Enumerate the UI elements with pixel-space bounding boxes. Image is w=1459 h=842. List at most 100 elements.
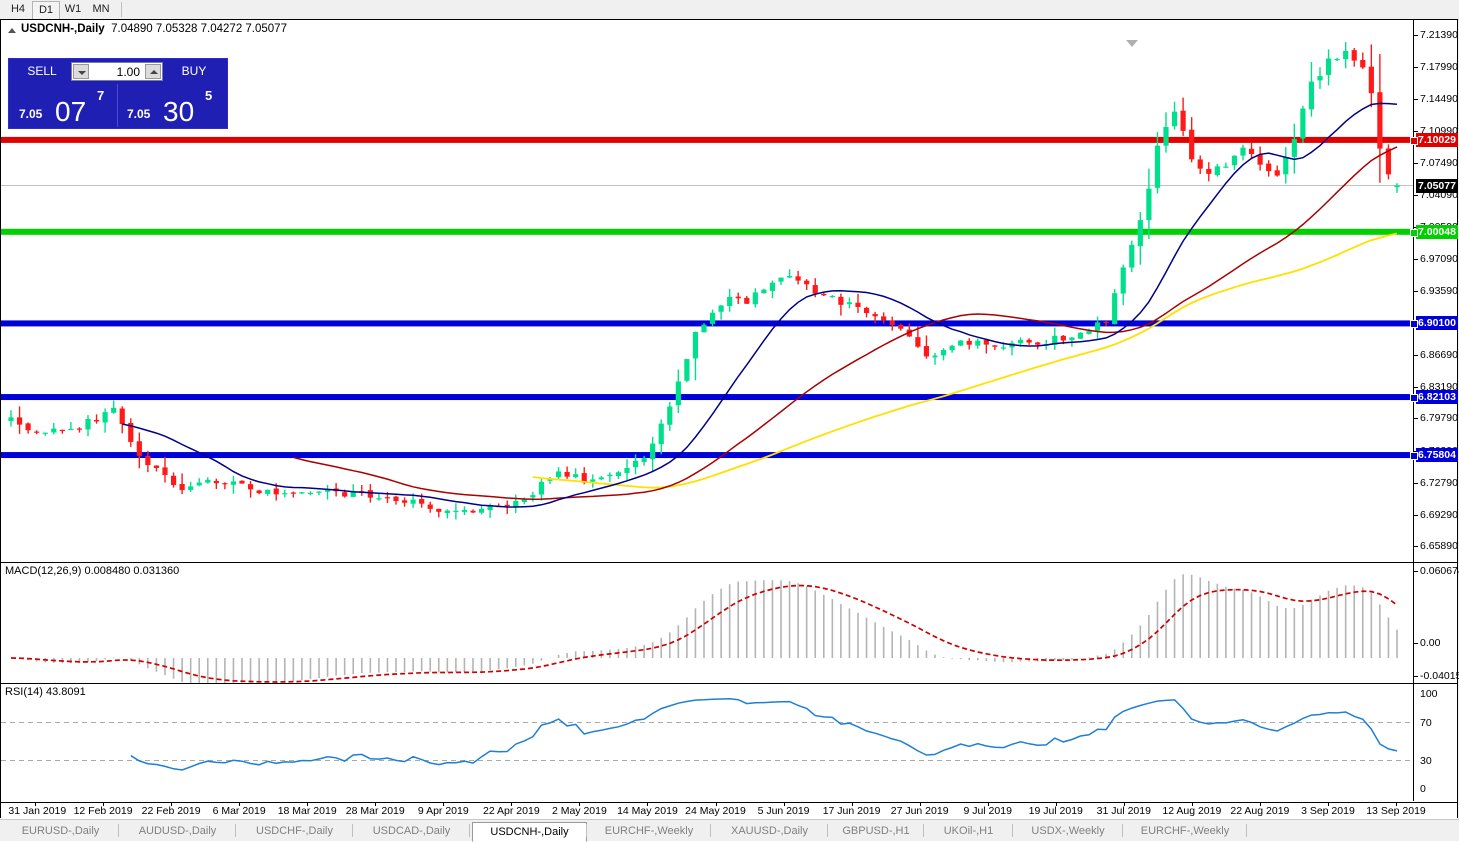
tab-separator bbox=[923, 824, 924, 837]
buy-button[interactable]: BUY bbox=[181, 64, 207, 78]
date-tick bbox=[375, 803, 377, 806]
volume-increase-button[interactable] bbox=[145, 64, 161, 79]
level-drag-handle[interactable] bbox=[1410, 228, 1418, 237]
pane-divider-rsi bbox=[1, 683, 1457, 684]
price-axis-label: 7.21390 bbox=[1420, 29, 1458, 42]
symbol-tab-usdcaddaily[interactable]: USDCAD-,Daily bbox=[372, 825, 451, 837]
price-level-tag[interactable]: 7.10029 bbox=[1416, 132, 1458, 147]
level-drag-handle[interactable] bbox=[1410, 320, 1418, 329]
symbol-tab-usdchfdaily[interactable]: USDCHF-,Daily bbox=[256, 825, 333, 837]
date-tick bbox=[987, 803, 989, 806]
price-pane[interactable] bbox=[1, 20, 1457, 562]
price-tick bbox=[1414, 163, 1418, 165]
symbol-tab-eurchfweekly[interactable]: EURCHF-,Weekly bbox=[604, 825, 694, 837]
symbol-tab-gbpusdh1[interactable]: GBPUSD-,H1 bbox=[842, 825, 910, 837]
macd-axis-label: -0.040152 bbox=[1420, 670, 1459, 682]
chevron-down-icon bbox=[78, 71, 86, 75]
macd-tick bbox=[1414, 643, 1418, 644]
price-tick bbox=[1414, 291, 1418, 293]
date-tick bbox=[35, 803, 36, 806]
tab-separator bbox=[1246, 824, 1247, 837]
macd-axis-label: 0.00 bbox=[1420, 637, 1441, 649]
date-tick bbox=[851, 803, 853, 806]
price-axis-label: 6.79790 bbox=[1420, 412, 1458, 425]
symbol-tab-eurusddaily[interactable]: EURUSD-,Daily bbox=[21, 825, 100, 837]
rsi-title: RSI(14) 43.8091 bbox=[5, 686, 86, 698]
date-axis-label: 31 Jul 2019 bbox=[1096, 805, 1151, 817]
price-axis-label: 7.17990 bbox=[1420, 60, 1458, 73]
buy-price-display[interactable]: 7.05 30 5 bbox=[121, 84, 225, 127]
date-axis-label: 31 Jan 2019 bbox=[8, 805, 67, 817]
symbol-tab-ukoilh1[interactable]: UKOil-,H1 bbox=[943, 825, 994, 837]
macd-pane[interactable]: MACD(12,26,9) 0.008480 0.031360 bbox=[1, 563, 1457, 683]
timeframe-mn[interactable]: MN bbox=[92, 3, 110, 15]
tab-separator bbox=[1122, 824, 1123, 837]
price-level-tag[interactable]: 7.00048 bbox=[1416, 224, 1458, 239]
price-level-tag[interactable]: 6.75804 bbox=[1416, 448, 1458, 463]
macd-svg bbox=[10, 574, 1398, 683]
level-drag-handle[interactable] bbox=[1410, 452, 1418, 461]
date-axis-label: 9 Jul 2019 bbox=[963, 805, 1012, 817]
tab-separator bbox=[352, 824, 353, 837]
date-axis-label: 9 Apr 2019 bbox=[417, 805, 469, 817]
sell-price-display[interactable]: 7.05 07 7 bbox=[11, 84, 118, 127]
price-tick bbox=[1414, 387, 1418, 389]
tab-separator bbox=[827, 824, 828, 837]
macd-axis-label: 0.060674 bbox=[1420, 565, 1459, 577]
macd-plot bbox=[1, 563, 1413, 683]
price-level-tag[interactable]: 6.90100 bbox=[1416, 316, 1458, 331]
price-tick bbox=[1414, 482, 1418, 484]
price-tick bbox=[1414, 546, 1418, 548]
date-axis-label: 17 Jun 2019 bbox=[822, 805, 881, 817]
symbol-tab-usdcnhdaily[interactable]: USDCNH-,Daily bbox=[472, 822, 587, 842]
symbol-tab-audusddaily[interactable]: AUDUSD-,Daily bbox=[138, 825, 217, 837]
date-axis-label: 14 May 2019 bbox=[617, 805, 678, 817]
timeframe-d1[interactable]: D1 bbox=[32, 1, 60, 19]
price-axis-label: 6.69290 bbox=[1420, 509, 1458, 522]
price-axis-label: 6.86690 bbox=[1420, 348, 1458, 361]
date-axis-label: 2 May 2019 bbox=[551, 805, 607, 817]
timeframe-h4[interactable]: H4 bbox=[10, 3, 26, 15]
volume-stepper[interactable]: 1.00 bbox=[71, 62, 163, 81]
rsi-axis-label: 100 bbox=[1420, 688, 1438, 700]
date-tick bbox=[1327, 803, 1329, 806]
price-tick bbox=[1414, 194, 1418, 196]
chart-symbol-title: USDCNH-,Daily 7.04890 7.05328 7.04272 7.… bbox=[21, 23, 287, 35]
chart-area[interactable]: MACD(12,26,9) 0.008480 0.031360 RSI(14) … bbox=[0, 19, 1459, 820]
date-tick bbox=[307, 803, 309, 806]
symbol-tab-eurchfweekly[interactable]: EURCHF-,Weekly bbox=[1140, 825, 1230, 837]
price-axis-label: 6.93590 bbox=[1420, 285, 1458, 298]
level-drag-handle[interactable] bbox=[1410, 136, 1418, 145]
price-axis-label: 6.72790 bbox=[1420, 476, 1458, 489]
price-axis-label: 6.65890 bbox=[1420, 540, 1458, 553]
price-level-tag[interactable]: 7.05077 bbox=[1416, 178, 1458, 193]
symbol-tab-xauusddaily[interactable]: XAUUSD-,Daily bbox=[730, 825, 808, 837]
collapse-arrow-icon[interactable] bbox=[8, 28, 16, 33]
tab-separator bbox=[469, 824, 470, 837]
symbol-tab-usdxweekly[interactable]: USDX-,Weekly bbox=[1031, 825, 1105, 837]
price-tick bbox=[1414, 259, 1418, 261]
volume-decrease-button[interactable] bbox=[73, 64, 89, 79]
rsi-pane[interactable]: RSI(14) 43.8091 bbox=[1, 684, 1457, 801]
date-tick bbox=[511, 803, 513, 806]
one-click-trading-panel[interactable]: SELL 1.00 BUY 7.05 07 7 7.05 30 5 bbox=[8, 58, 228, 129]
date-tick bbox=[239, 803, 241, 806]
tab-separator bbox=[586, 824, 587, 837]
rsi-plot bbox=[1, 684, 1413, 801]
date-tick bbox=[1055, 803, 1057, 806]
date-tick bbox=[1123, 803, 1125, 806]
price-level-tag[interactable]: 6.82103 bbox=[1416, 390, 1458, 405]
date-tick bbox=[579, 803, 581, 806]
price-plot[interactable] bbox=[1, 20, 1413, 562]
candlestick-svg bbox=[1, 42, 1413, 520]
rsi-svg bbox=[1, 697, 1413, 771]
oct-controls-row: SELL 1.00 BUY bbox=[9, 59, 227, 83]
volume-value[interactable]: 1.00 bbox=[116, 65, 140, 79]
sell-price-prefix: 7.05 bbox=[19, 107, 43, 121]
level-drag-handle[interactable] bbox=[1410, 394, 1418, 403]
toolbar-separator bbox=[121, 2, 122, 17]
chart-marker-triangle-icon bbox=[1126, 40, 1138, 47]
symbol-tab-bar[interactable]: EURUSD-,Daily AUDUSD-,Daily USDCHF-,Daily U… bbox=[0, 819, 1459, 842]
timeframe-w1[interactable]: W1 bbox=[64, 3, 82, 15]
sell-button[interactable]: SELL bbox=[27, 64, 57, 78]
